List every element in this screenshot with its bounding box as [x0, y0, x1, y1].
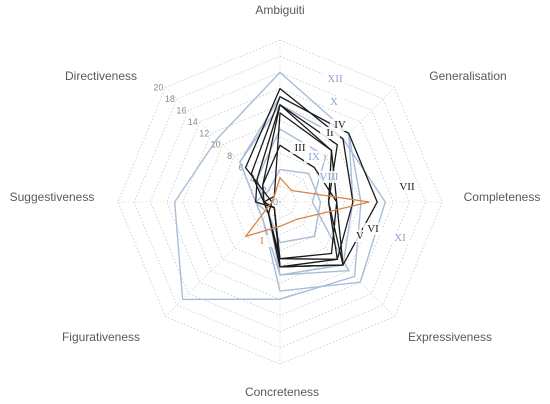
- axis-label-figurativeness: Figurativeness: [62, 330, 140, 344]
- tick-label-16: 16: [176, 105, 186, 115]
- axis-label-concreteness: Concreteness: [245, 385, 319, 399]
- axis-label-suggestiveness: Suggestiveness: [10, 190, 95, 204]
- axis-label-generalisation: Generalisation: [429, 69, 506, 83]
- series-iv-label: IV: [334, 119, 346, 131]
- axis-label-ambiguiti: Ambiguiti: [255, 3, 304, 17]
- series-x-label: X: [330, 96, 338, 108]
- series-v-label: V: [356, 230, 364, 242]
- series-vii-label: VII: [399, 181, 415, 193]
- series-xii-label: XII: [327, 73, 343, 85]
- tick-label-12: 12: [199, 128, 209, 138]
- tick-label-20: 20: [153, 82, 163, 92]
- series-i-label: I: [260, 235, 264, 247]
- series-ix-label: IX: [308, 151, 320, 163]
- tick-label-8: 8: [227, 151, 232, 161]
- series-xi-label: XI: [394, 232, 406, 244]
- axis-label-completeness: Completeness: [464, 190, 541, 204]
- axis-label-directiveness: Directiveness: [65, 69, 137, 83]
- series-viii-label: VIII: [320, 171, 339, 183]
- axis-label-expressiveness: Expressiveness: [408, 330, 492, 344]
- series-vi-label: VI: [367, 223, 379, 235]
- tick-label-14: 14: [188, 117, 198, 127]
- tick-label-18: 18: [165, 94, 175, 104]
